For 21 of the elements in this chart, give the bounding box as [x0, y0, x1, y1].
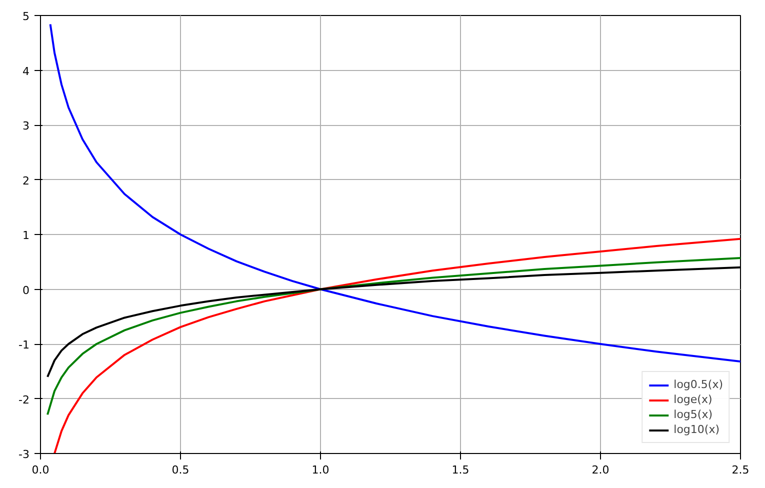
- legend-label: log0.5(x): [674, 378, 723, 391]
- legend-label: log10(x): [674, 423, 720, 436]
- legend-label: loge(x): [674, 393, 712, 406]
- x-tick-label: 1.5: [452, 464, 470, 476]
- legend-label: log5(x): [674, 408, 713, 421]
- x-tick-label: 1.0: [312, 464, 330, 476]
- x-tick-label: 2.0: [592, 464, 610, 476]
- y-tick-label: 3: [22, 120, 30, 132]
- y-tick-label: -3: [18, 448, 30, 461]
- line-series: [49, 23, 740, 363]
- y-tick-label: 0: [22, 284, 30, 297]
- y-tick-label: 1: [22, 229, 30, 242]
- x-tick-label: 0.5: [172, 464, 190, 476]
- x-tick-label: 0.0: [32, 464, 50, 476]
- y-tick-label: 5: [22, 10, 30, 23]
- y-tick-label: 4: [22, 64, 30, 78]
- line-series: [54, 238, 740, 454]
- x-tick-label: 2.5: [732, 464, 750, 476]
- y-tick-label: -2: [18, 393, 30, 406]
- y-tick-label: -1: [18, 338, 30, 352]
- y-tick-label: 2: [22, 174, 30, 188]
